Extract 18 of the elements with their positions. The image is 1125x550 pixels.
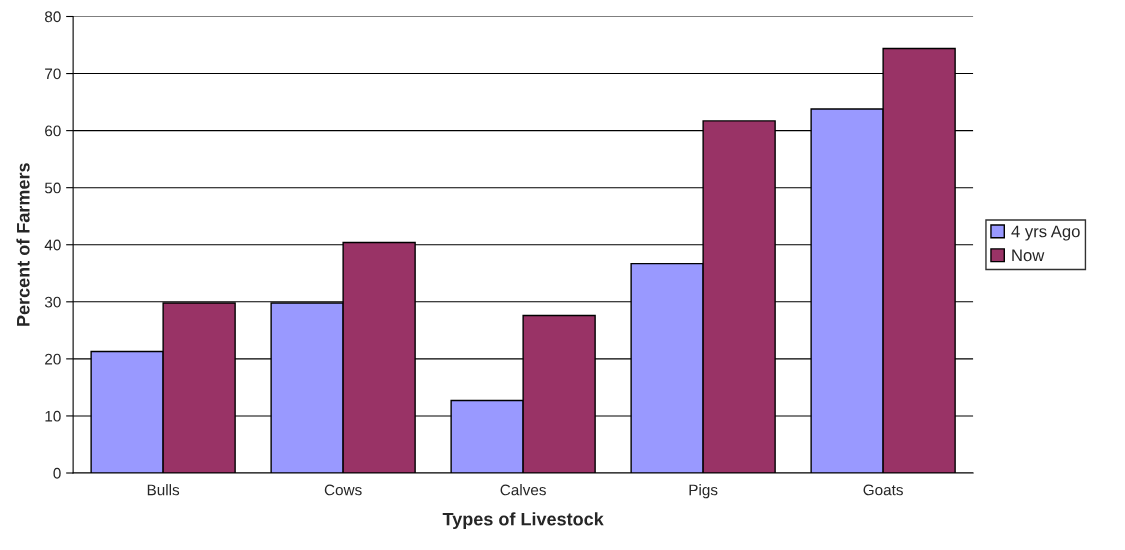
x-tick-label: Cows [324,484,362,496]
x-tick-label: Pigs [689,484,718,499]
y-tick-label: 70 [45,68,61,80]
legend-label: Now [1012,249,1045,262]
y-tick-label: 40 [44,239,61,251]
y-axis-title: Percent of Farmers [16,163,30,326]
legend-label: 4 yrs Ago [1011,225,1080,241]
x-tick-label: Goats [863,484,903,496]
x-tick-label: Calves [500,484,546,496]
y-tick-label: 50 [44,182,61,194]
y-tick-label: 60 [45,125,61,137]
y-tick-label: 20 [45,353,61,365]
x-tick-label: Bulls [147,484,180,496]
x-axis-title: Types of Livestock [442,512,604,530]
y-tick-label: 10 [45,410,61,422]
y-tick-label: 0 [53,467,61,479]
y-tick-label: 80 [44,11,61,23]
y-tick-label: 30 [44,296,61,308]
